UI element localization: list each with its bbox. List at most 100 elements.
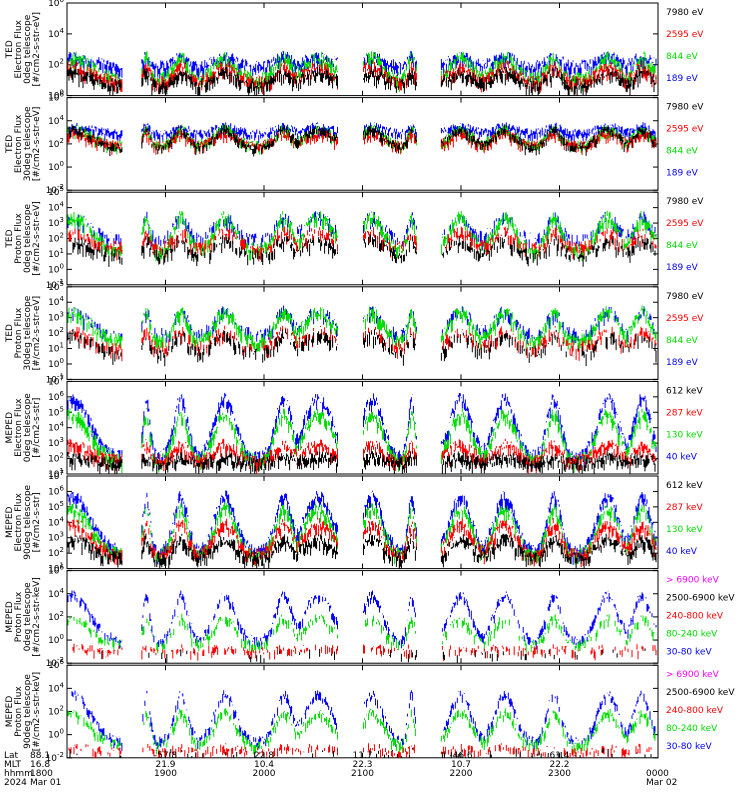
legend-entry: 130 keV [666,525,703,535]
y-tick-label: 106 [48,390,64,403]
y-tick-label: 100 [48,89,64,102]
legend-entry: 7980 eV [666,197,704,207]
y-tick-label: 103 [48,216,64,229]
legend-entry: 2595 eV [666,314,704,324]
y-tick-label: 105 [48,280,64,293]
legend-entry: 844 eV [666,336,699,346]
legend-entry: 2500-6900 keV [666,594,735,604]
footer-value: 22.3 [352,760,372,770]
footer-value: 16.8 [30,760,50,770]
panel-6: 101 102 103 104 105 106 107 MEPEDElectron Flux9… [5,469,703,575]
y-axis-label: TEDProton Flux30deg telescope[#/cm2-s-st… [5,295,42,370]
y-tick-label: 102 [48,546,64,559]
series-trace [67,590,657,650]
series-trace [67,66,657,96]
y-tick-label: 10-2 [46,183,64,196]
y-tick-label: 106 [48,484,64,497]
y-tick-label: 100 [48,633,64,646]
series-trace [67,124,657,157]
y-tick-label: 105 [48,185,64,198]
legend-entry: 7980 eV [666,292,704,302]
footer-value: 88.1 [30,751,50,761]
legend-entry: 240-800 keV [666,706,724,716]
y-tick-label: 102 [48,326,64,339]
footer-value: 61.4 [549,751,569,761]
y-axis-label: TEDElectron Flux0deg telescope[#/cm2-s-s… [5,12,42,87]
y-tick-label: 107 [48,469,64,482]
y-tick-label: 102 [48,452,64,465]
legend-entry: 189 eV [666,263,699,273]
footer-row-label: 2024 [4,778,27,788]
y-tick-label: 102 [48,232,64,245]
footer-row-label: MLT [4,760,22,770]
y-axis-label: MEPEDElectron Flux90deg telescope[#/cm2-… [5,484,42,559]
y-tick-label: 105 [48,500,64,513]
footer-value: 1900 [154,769,177,779]
series-trace [67,451,657,474]
footer-value: -46.6 [449,751,473,761]
footer-value: 10.7 [451,760,471,770]
y-tick-label: 102 [48,137,64,150]
y-tick-label: 100 [48,160,64,173]
y-axis-label: MEPEDElectron Flux0deg telescope[#/cm2-s… [5,393,42,463]
y-tick-label: 101 [48,342,64,355]
legend-entry: 30-80 keV [666,648,712,658]
panel-3: 10-1 100 101 102 103 104 105 TEDProton Flux0deg… [5,185,704,291]
y-tick-label: 10-1 [46,372,64,385]
footer-value: 22.2 [549,760,569,770]
y-tick-label: 106 [48,91,64,104]
y-tick-label: 10-2 [46,751,64,764]
series-trace [67,533,657,569]
legend-entry: 844 eV [666,241,699,251]
series-trace [67,328,657,367]
legend-entry: 80-240 keV [666,724,718,734]
legend-entry: 612 keV [666,481,703,491]
legend-entry: 189 eV [666,169,699,179]
footer-value: 1800 [30,769,53,779]
y-tick-label: 107 [48,374,64,387]
legend-entry: 30-80 keV [666,742,712,752]
panel-2: 10-2 100 102 104 106 TEDElectron Flux30deg te… [5,91,704,197]
panel-4: 10-1 100 101 102 103 104 105 TEDProton Flux30de… [5,280,704,386]
series-trace [67,51,657,80]
y-tick-label: 100 [48,262,64,275]
footer-value: 2100 [351,769,374,779]
y-tick-label: 106 [48,0,64,9]
panel-7: 10-2 100 102 104 106 MEPEDProton Flux0deg tel… [5,564,735,670]
y-tick-label: 104 [48,27,64,40]
legend-entry: 2595 eV [666,219,704,229]
y-tick-label: 105 [48,405,64,418]
y-tick-label: 100 [48,728,64,741]
legend-entry: 189 eV [666,74,699,84]
legend-entry: 40 keV [666,452,698,462]
footer-value: 0000 [646,769,669,779]
legend-entry: 7980 eV [666,8,704,18]
legend-entry: 240-800 keV [666,612,724,622]
panel-5: 101 102 103 104 105 106 107 MEPEDElectron Flux0… [5,374,703,480]
footer-value: -57.8 [154,751,178,761]
legend-entry: 2500-6900 keV [666,688,735,698]
footer-value: Mar 01 [30,778,61,788]
footer-value: 2300 [548,769,571,779]
y-tick-label: 106 [48,564,64,577]
y-tick-label: 10-1 [46,278,64,291]
y-tick-label: 104 [48,295,64,308]
series-trace [67,305,657,354]
legend-entry: 844 eV [666,52,699,62]
y-tick-label: 103 [48,531,64,544]
footer-value: 10.4 [254,760,274,770]
legend-entry: > 6900 keV [666,670,720,680]
legend-entry: 287 keV [666,408,703,418]
legend-entry: 612 keV [666,386,703,396]
series-trace [69,234,656,267]
panel-frame [66,570,659,664]
series-trace [67,613,655,654]
y-tick-label: 104 [48,681,64,694]
y-tick-label: 104 [48,114,64,127]
series-trace [72,643,657,661]
legend-entry: 130 keV [666,430,703,440]
footer-value: 21.9 [155,760,175,770]
y-axis-label: MEPEDProton Flux90deg telescope[#/cm2-s-… [5,672,42,751]
